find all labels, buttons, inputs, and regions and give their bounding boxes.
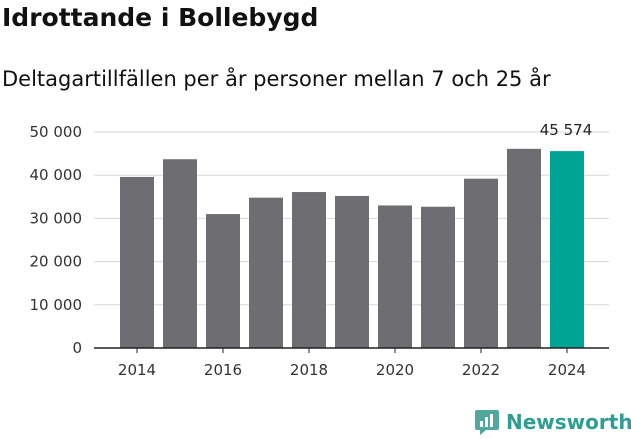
chart-title: Idrottande i Bollebygd	[2, 3, 319, 32]
x-tick-label: 2020	[376, 361, 414, 379]
bar-2015	[163, 159, 197, 348]
bar-2023	[507, 148, 541, 348]
newsworthy-logo-icon	[475, 410, 499, 435]
y-tick-label: 20 000	[30, 253, 83, 271]
bar-2016	[206, 214, 240, 348]
value-label: 45 574	[540, 121, 593, 139]
brand-logo: Newsworthy	[474, 406, 631, 438]
y-tick-label: 0	[72, 339, 82, 357]
chart-subtitle: Deltagartillfällen per år personer mella…	[2, 67, 551, 91]
x-tick-label: 2014	[118, 361, 156, 379]
y-tick-label: 40 000	[30, 166, 83, 184]
bar-2014	[120, 176, 154, 348]
x-tick-label: 2024	[548, 361, 586, 379]
y-tick-label: 10 000	[30, 296, 83, 314]
x-tick-label: 2018	[290, 361, 328, 379]
bar-2022	[464, 178, 498, 348]
y-tick-label: 30 000	[30, 209, 83, 227]
bar-2019	[335, 195, 369, 348]
x-tick-label: 2022	[462, 361, 500, 379]
bar-2018	[292, 192, 326, 348]
brand-name: Newsworthy	[506, 410, 631, 434]
bar-2021	[421, 206, 455, 348]
bar-2024	[550, 151, 584, 348]
bar-2020	[378, 205, 412, 348]
y-tick-label: 50 000	[30, 123, 83, 141]
bar-2017	[249, 197, 283, 348]
bar-chart: 0 10 000 20 000 30 000 40 000 50 000 2014 2016 2…	[30, 121, 609, 379]
x-tick-label: 2016	[204, 361, 242, 379]
